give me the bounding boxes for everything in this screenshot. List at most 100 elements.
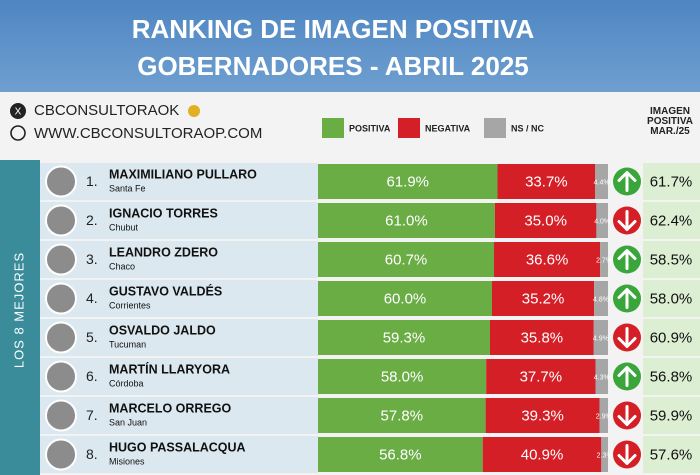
- avatar: [45, 360, 77, 393]
- title: RANKING DE IMAGEN POSITIVA: [132, 14, 535, 44]
- value-label: 4.8%: [593, 296, 609, 303]
- bar-segment: [494, 203, 597, 238]
- province: San Juan: [109, 417, 147, 427]
- avatar: [45, 438, 77, 471]
- value-label: 60.7%: [385, 251, 428, 268]
- group-label: LOS 8 MEJORES: [11, 252, 26, 368]
- province: Tucuman: [109, 339, 146, 349]
- value-label: 4.9%: [593, 335, 609, 342]
- previous-value: 62.4%: [650, 212, 693, 229]
- name-cell: [40, 241, 318, 278]
- bar-segment: [595, 359, 608, 394]
- governor-name: GUSTAVO VALDÉS: [109, 283, 222, 298]
- web-icon: [10, 125, 26, 141]
- legend-swatch: [398, 118, 420, 138]
- rank: 7.: [86, 407, 98, 423]
- trend-arrow: [617, 327, 637, 348]
- name-cell: [40, 397, 318, 434]
- value-label: 33.7%: [525, 173, 568, 190]
- province: Corrientes: [109, 300, 151, 310]
- name-cell: [40, 358, 318, 395]
- governor-name: OSVALDO JALDO: [109, 323, 216, 337]
- previous-cell: [643, 319, 700, 356]
- avatar: [45, 204, 77, 237]
- previous-cell: [643, 163, 700, 200]
- bar-segment: [599, 398, 608, 433]
- subtitle: GOBERNADORES - ABRIL 2025: [137, 51, 529, 81]
- value-label: 61.0%: [385, 212, 428, 229]
- previous-value: 61.7%: [650, 173, 693, 190]
- bar-segment: [318, 242, 495, 277]
- rank: 5.: [86, 329, 98, 345]
- name-cell: [40, 163, 318, 200]
- previous-cell: [643, 436, 700, 473]
- value-label: 60.0%: [384, 290, 427, 307]
- governor-name: HUGO PASSALACQUA: [109, 440, 246, 454]
- value-label: 4.0%: [594, 218, 610, 225]
- value-label: 36.6%: [526, 251, 569, 268]
- value-label: 2.9%: [596, 413, 612, 420]
- legend-label: NS / NC: [511, 123, 545, 133]
- value-label: 35.0%: [524, 212, 567, 229]
- bar-segment: [492, 281, 595, 316]
- value-label: 56.8%: [379, 446, 422, 463]
- trend-arrow: [617, 444, 637, 465]
- website: WWW.CBCONSULTORAOP.COM: [34, 125, 262, 142]
- bar-segment: [601, 437, 608, 472]
- value-label: 37.7%: [520, 368, 563, 385]
- previous-value: 60.9%: [650, 329, 693, 346]
- value-label: 59.3%: [383, 329, 426, 346]
- trend-arrow: [617, 366, 637, 387]
- x-icon-glyph: X: [15, 107, 22, 118]
- value-label: 2.3%: [597, 452, 613, 459]
- name-cell: [40, 202, 318, 239]
- previous-value: 58.0%: [650, 290, 693, 307]
- trend-arrow: [617, 249, 637, 270]
- bar-segment: [593, 320, 608, 355]
- legend-swatch: [322, 118, 344, 138]
- bar-segment: [595, 164, 608, 199]
- previous-cell: [643, 397, 700, 434]
- governor-name: MARCELO ORREGO: [109, 401, 232, 415]
- governor-name: IGNACIO TORRES: [109, 206, 218, 220]
- bar-segment: [596, 203, 608, 238]
- bar-segment: [318, 281, 492, 316]
- previous-cell: [643, 280, 700, 317]
- header-bg: [0, 0, 700, 92]
- bar-segment: [318, 398, 486, 433]
- avatar: [45, 282, 77, 315]
- value-label: 39.3%: [521, 407, 564, 424]
- bar-segment: [318, 164, 498, 199]
- group-strip: [0, 160, 40, 475]
- province: Chubut: [109, 222, 139, 232]
- handle: CBCONSULTORAOK: [34, 102, 179, 119]
- rank: 1.: [86, 173, 98, 189]
- avatar: [45, 165, 77, 198]
- governor-name: MARTÍN LLARYORA: [109, 361, 230, 376]
- trend-arrow: [617, 288, 637, 309]
- avatar: [45, 243, 77, 276]
- value-label: 35.8%: [521, 329, 564, 346]
- bar-segment: [494, 242, 601, 277]
- previous-cell: [643, 202, 700, 239]
- province: Chaco: [109, 261, 135, 271]
- value-label: 2.7%: [596, 257, 612, 264]
- bar-segment: [318, 359, 487, 394]
- name-cell: [40, 319, 318, 356]
- previous-value: 56.8%: [650, 368, 693, 385]
- value-label: 4.3%: [594, 374, 610, 381]
- bar-segment: [482, 437, 602, 472]
- previous-header-line: POSITIVA: [647, 116, 693, 127]
- value-label: 61.9%: [386, 173, 429, 190]
- rank: 6.: [86, 368, 98, 384]
- previous-header-line: IMAGEN: [650, 106, 690, 117]
- province: Misiones: [109, 456, 145, 466]
- previous-cell: [643, 241, 700, 278]
- bar-segment: [318, 437, 483, 472]
- value-label: 35.2%: [522, 290, 565, 307]
- avatar: [45, 399, 77, 432]
- bar-segment: [318, 203, 495, 238]
- rank: 8.: [86, 446, 98, 462]
- value-label: 40.9%: [521, 446, 564, 463]
